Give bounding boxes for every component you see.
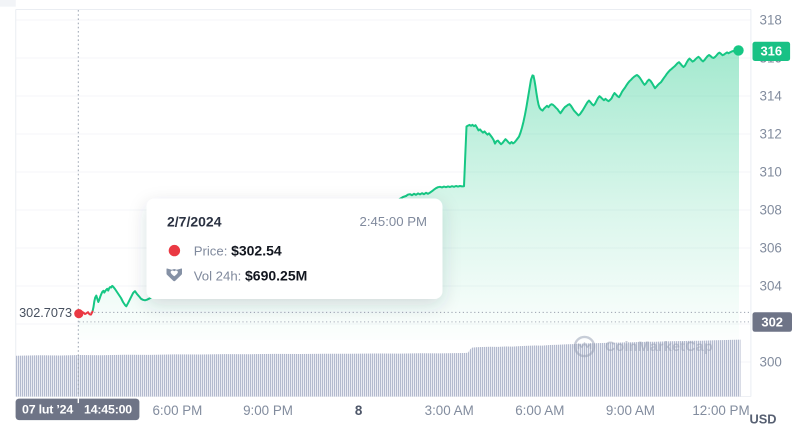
svg-text:USD: USD [749,412,776,427]
svg-text:304: 304 [760,279,783,294]
svg-text:314: 314 [760,89,783,104]
svg-text:318: 318 [760,13,782,28]
svg-text:308: 308 [760,203,782,218]
svg-text:306: 306 [760,241,782,256]
svg-text:2:45:00 PM: 2:45:00 PM [360,214,427,229]
svg-text:Price: $302.54: Price: $302.54 [194,242,282,258]
svg-text:Vol 24h: $690.25M: Vol 24h: $690.25M [194,267,308,283]
svg-text:14:45:00: 14:45:00 [84,403,132,417]
svg-text:6:00 AM: 6:00 AM [515,403,564,418]
svg-text:2/7/2024: 2/7/2024 [167,213,222,229]
svg-text:300: 300 [760,355,782,370]
svg-text:312: 312 [760,127,782,142]
svg-text:3:00 AM: 3:00 AM [425,403,474,418]
svg-text:316: 316 [760,44,782,59]
svg-text:CoinMarketCap: CoinMarketCap [605,339,713,355]
svg-text:07 lut ’24: 07 lut ’24 [22,403,73,417]
svg-text:302.7073: 302.7073 [19,306,72,320]
svg-text:12:00 PM: 12:00 PM [692,403,749,418]
svg-text:302: 302 [761,315,783,330]
svg-text:9:00 AM: 9:00 AM [606,403,655,418]
svg-text:6:00 PM: 6:00 PM [152,403,202,418]
svg-text:8: 8 [355,403,363,418]
svg-text:310: 310 [760,165,782,180]
svg-text:9:00 PM: 9:00 PM [243,403,293,418]
